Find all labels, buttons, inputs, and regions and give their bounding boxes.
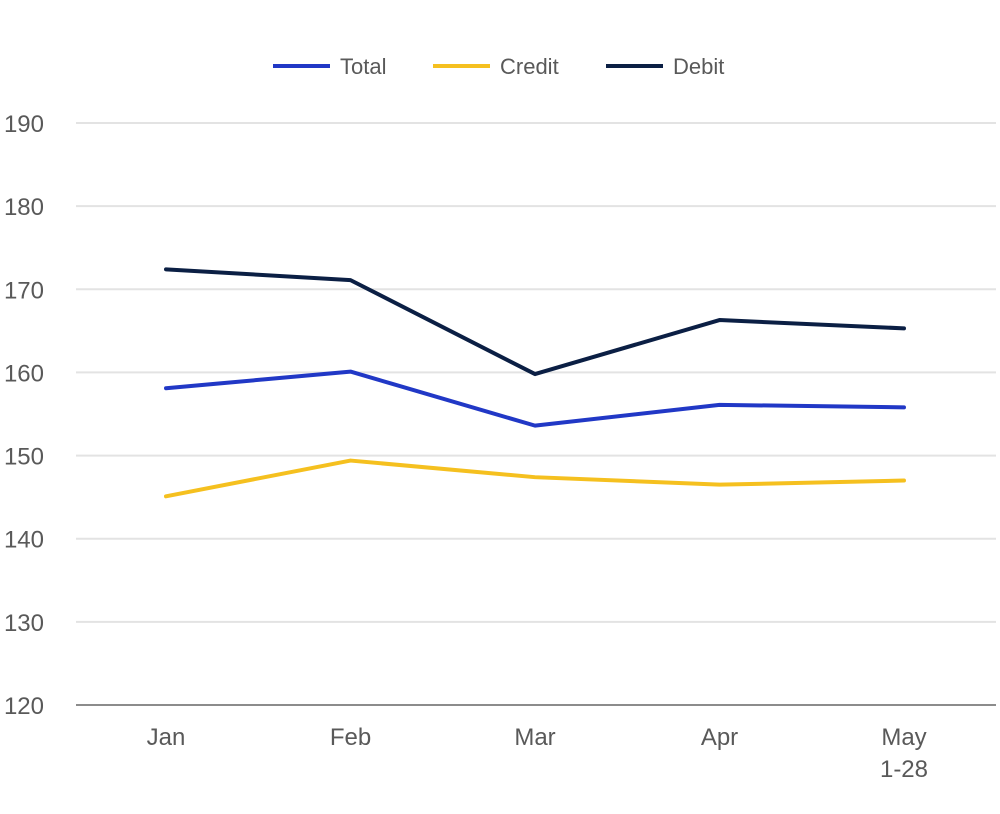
legend-item-credit: Credit <box>433 54 559 79</box>
legend-label: Total <box>340 54 386 79</box>
legend-item-debit: Debit <box>606 54 724 79</box>
y-tick-label: 190 <box>4 111 44 138</box>
legend-label: Credit <box>500 54 559 79</box>
x-tick-label: May 1-28 <box>880 724 928 783</box>
x-axis: Jan Feb Mar Apr May 1-28 <box>76 704 996 783</box>
x-tick-label: Apr <box>701 724 738 751</box>
x-tick-label: Mar <box>514 724 555 751</box>
y-tick-label: 180 <box>4 194 44 221</box>
series-line-credit <box>164 458 906 499</box>
y-tick-label: 150 <box>4 444 44 471</box>
y-tick-label: 130 <box>4 610 44 637</box>
series-lines <box>164 267 906 499</box>
legend: Total Credit Debit <box>273 54 724 79</box>
legend-item-total: Total <box>273 54 386 79</box>
x-tick-label: Feb <box>330 724 371 751</box>
y-tick-label: 160 <box>4 360 44 387</box>
series-line-debit <box>164 267 906 377</box>
series-line-total <box>164 369 906 428</box>
y-tick-label: 170 <box>4 277 44 304</box>
y-axis: 120 130 140 150 160 170 180 190 <box>4 111 44 720</box>
y-tick-label: 140 <box>4 527 44 554</box>
gridlines <box>76 122 996 623</box>
legend-label: Debit <box>673 54 724 79</box>
y-tick-label: 120 <box>4 693 44 720</box>
x-tick-label: Jan <box>147 724 186 751</box>
